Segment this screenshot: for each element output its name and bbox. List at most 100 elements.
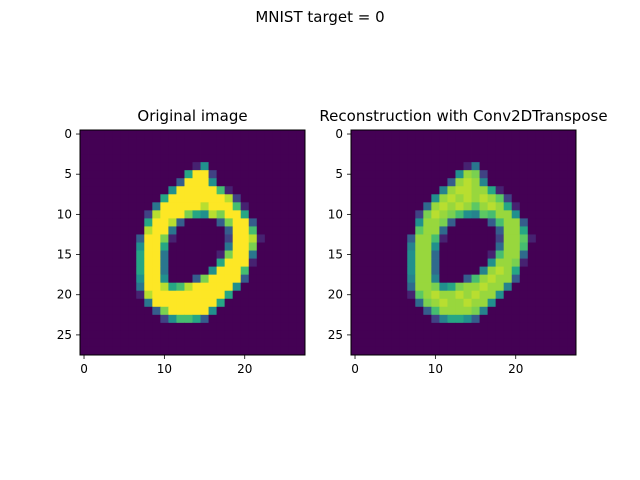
heatmap-cell bbox=[264, 274, 274, 284]
heatmap-cell bbox=[439, 314, 448, 324]
heatmap-cell bbox=[200, 250, 209, 259]
heatmap-cell bbox=[519, 234, 529, 243]
heatmap-cell bbox=[128, 322, 137, 332]
heatmap-cell bbox=[192, 290, 201, 300]
heatmap-cell bbox=[543, 138, 553, 147]
heatmap-cell bbox=[264, 330, 274, 340]
heatmap-cell bbox=[471, 218, 480, 227]
heatmap-cell bbox=[439, 338, 448, 348]
heatmap-cell bbox=[88, 234, 97, 243]
heatmap-cell bbox=[248, 210, 258, 219]
heatmap-cell bbox=[232, 242, 242, 251]
heatmap-cell bbox=[495, 242, 505, 251]
heatmap-cell bbox=[136, 330, 145, 340]
heatmap-cell bbox=[144, 314, 153, 324]
heatmap-cell bbox=[280, 266, 290, 276]
y-tick-label: 5 bbox=[335, 167, 343, 181]
heatmap-cell bbox=[511, 130, 521, 139]
heatmap-cell bbox=[112, 194, 121, 203]
y-tick-label: 20 bbox=[57, 288, 72, 302]
heatmap-cell bbox=[503, 186, 513, 195]
heatmap-cell bbox=[160, 290, 169, 300]
heatmap-cell bbox=[551, 274, 561, 284]
heatmap-cell bbox=[144, 138, 153, 147]
heatmap-cell bbox=[551, 250, 561, 259]
heatmap-cell bbox=[551, 322, 561, 332]
heatmap-cell bbox=[192, 194, 201, 203]
heatmap-cell bbox=[503, 274, 513, 284]
heatmap-cell bbox=[431, 162, 440, 171]
heatmap-cell bbox=[224, 250, 234, 259]
heatmap-cell bbox=[224, 154, 234, 163]
heatmap-cell bbox=[495, 274, 505, 284]
heatmap-cell bbox=[120, 178, 129, 187]
heatmap-cell bbox=[463, 338, 472, 348]
heatmap-cell bbox=[104, 130, 113, 139]
heatmap-cell bbox=[399, 130, 408, 139]
heatmap-cell bbox=[168, 194, 177, 203]
heatmap-cell bbox=[288, 186, 298, 195]
heatmap-cell bbox=[439, 194, 448, 203]
heatmap-cell bbox=[407, 186, 416, 195]
heatmap-cell bbox=[296, 242, 306, 251]
heatmap-cell bbox=[439, 178, 448, 187]
heatmap-cell bbox=[288, 170, 298, 179]
heatmap-cell bbox=[200, 290, 209, 300]
heatmap-cell bbox=[551, 234, 561, 243]
heatmap-cell bbox=[455, 266, 464, 276]
heatmap-cell bbox=[248, 154, 258, 163]
heatmap-cell bbox=[264, 130, 274, 139]
heatmap-cell bbox=[399, 162, 408, 171]
heatmap-cell bbox=[168, 338, 177, 348]
heatmap-cell bbox=[104, 242, 113, 251]
heatmap-cell bbox=[96, 154, 105, 163]
heatmap-cell bbox=[351, 154, 360, 163]
heatmap-cell bbox=[463, 322, 472, 332]
heatmap-cell bbox=[567, 138, 577, 147]
heatmap-cell bbox=[184, 266, 193, 276]
heatmap-cell bbox=[168, 298, 177, 308]
heatmap-cell bbox=[176, 282, 185, 292]
heatmap-cell bbox=[88, 210, 97, 219]
heatmap-cell bbox=[399, 330, 408, 340]
heatmap-cell bbox=[96, 258, 105, 268]
heatmap-cell bbox=[519, 346, 529, 356]
heatmap-cell bbox=[447, 186, 456, 195]
heatmap-cell bbox=[160, 306, 169, 316]
heatmap-cell bbox=[391, 346, 400, 356]
heatmap-cell bbox=[152, 162, 161, 171]
heatmap-cell bbox=[567, 290, 577, 300]
heatmap-cell bbox=[407, 250, 416, 259]
heatmap-cell bbox=[120, 186, 129, 195]
heatmap-cell bbox=[136, 274, 145, 284]
heatmap-cell bbox=[264, 226, 274, 235]
heatmap-cell bbox=[383, 330, 392, 340]
heatmap-cell bbox=[423, 338, 432, 348]
heatmap-cell bbox=[80, 162, 89, 171]
heatmap-cell bbox=[96, 274, 105, 284]
heatmap-cell bbox=[479, 314, 489, 324]
heatmap-cell bbox=[216, 274, 226, 284]
heatmap-cell bbox=[367, 170, 376, 179]
heatmap-cell bbox=[487, 234, 497, 243]
heatmap-cell bbox=[359, 282, 368, 292]
heatmap-cell bbox=[152, 194, 161, 203]
heatmap-cell bbox=[280, 346, 290, 356]
heatmap-cell bbox=[264, 266, 274, 276]
heatmap-cell bbox=[487, 266, 497, 276]
heatmap-cell bbox=[80, 330, 89, 340]
heatmap-cell bbox=[192, 266, 201, 276]
heatmap-cell bbox=[248, 338, 258, 348]
heatmap-cell bbox=[471, 306, 480, 316]
heatmap-cell bbox=[407, 154, 416, 163]
heatmap-cell bbox=[256, 266, 266, 276]
heatmap-cell bbox=[296, 282, 306, 292]
heatmap-cell bbox=[511, 242, 521, 251]
heatmap-cell bbox=[200, 298, 209, 308]
heatmap-cell bbox=[367, 186, 376, 195]
heatmap-cell bbox=[128, 202, 137, 211]
heatmap-cell bbox=[407, 282, 416, 292]
heatmap-cell bbox=[112, 138, 121, 147]
heatmap-cell bbox=[527, 338, 537, 348]
heatmap-cell bbox=[216, 194, 226, 203]
